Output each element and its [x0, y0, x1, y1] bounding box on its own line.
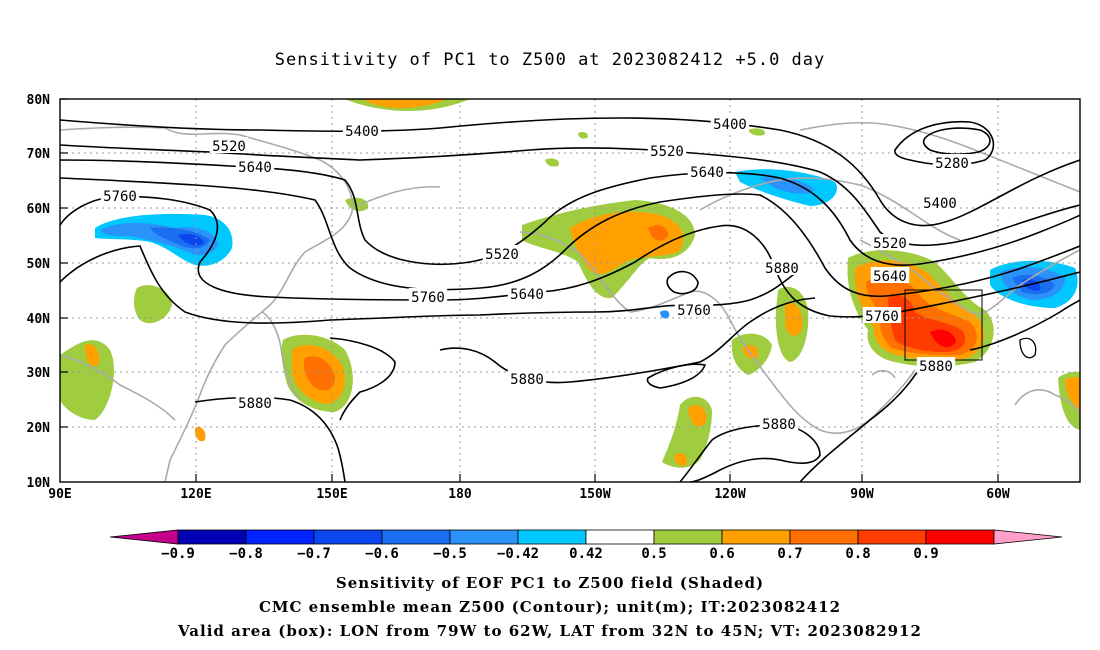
colorbar-swatch [857, 529, 927, 545]
contour-label: 5520 [873, 236, 907, 252]
lat-label: 60N [27, 202, 51, 217]
colorbar-tick-label: −0.6 [365, 546, 399, 562]
lon-label: 180 [448, 487, 472, 502]
colorbar-swatch [653, 529, 723, 545]
colorbar-tick-label: −0.5 [433, 546, 467, 562]
caption-line-3: Valid area (box): LON from 79W to 62W, L… [178, 622, 922, 640]
lat-label: 50N [27, 257, 51, 272]
caption-line-2: CMC ensemble mean Z500 (Contour); unit(m… [258, 598, 842, 616]
contour-label: 5880 [510, 372, 544, 388]
colorbar-min-arrow [109, 529, 179, 545]
contour-label: 5520 [212, 139, 246, 155]
colorbar-swatch [585, 529, 655, 545]
lon-label: 60W [986, 487, 1010, 502]
colorbar-tick-label: 0.6 [709, 546, 734, 562]
colorbar-swatch [313, 529, 383, 545]
plot-title: Sensitivity of PC1 to Z500 at 2023082412… [274, 50, 826, 70]
axis-ticks [60, 98, 999, 482]
contour-label: 5880 [765, 261, 799, 277]
lat-label: 40N [27, 312, 51, 327]
contour-label-bg [100, 187, 140, 203]
colorbar-max-arrow [993, 529, 1063, 545]
contour-label: 5280 [935, 156, 969, 172]
contour-label: 5880 [238, 396, 272, 412]
colorbar-swatch [177, 529, 247, 545]
contour-label-bg [920, 194, 960, 210]
longitude-labels: 90E 120E 150E 180 150W 120W 90W 60W [48, 487, 1010, 502]
colorbar-swatch [381, 529, 451, 545]
contour-label: 5400 [345, 124, 379, 140]
contour-label: 5640 [238, 160, 272, 176]
lat-label: 20N [27, 421, 51, 436]
colorbar-swatch [245, 529, 315, 545]
contour-label-bg [862, 307, 902, 323]
contour-label: 5520 [485, 247, 519, 263]
contour-label-bg [342, 122, 382, 138]
graticule [60, 99, 1080, 482]
latitude-labels: 80N 70N 60N 50N 40N 30N 20N 10N [27, 93, 51, 491]
contour-label-bg [932, 154, 972, 170]
contour-label-bg [235, 394, 275, 410]
contour-label: 5760 [103, 189, 137, 205]
contour-label-bg [647, 142, 687, 158]
contour-label: 5760 [411, 290, 445, 306]
contour-label: 5400 [923, 196, 957, 212]
lon-label: 150E [316, 487, 347, 502]
colorbar-tick-label: 0.7 [777, 546, 802, 562]
contour-label-bg [710, 115, 750, 131]
colorbar-tick-label: −0.7 [297, 546, 331, 562]
caption-line-1: Sensitivity of EOF PC1 to Z500 field (Sh… [335, 574, 765, 592]
contour-label-bg [870, 267, 910, 283]
contour-labels: 5400 5400 5520 5520 5640 5640 5760 5280 5400 5520… [100, 115, 972, 433]
lon-label: 120E [180, 487, 211, 502]
plot-frame [59, 98, 1081, 483]
contour-label: 5760 [677, 303, 711, 319]
contour-label-bg [916, 357, 956, 373]
contour-label: 5520 [650, 144, 684, 160]
colorbar: −0.9 −0.8 −0.7 −0.6 −0.5 −0.42 0.42 0.5 0.6 0.7 0.… [109, 529, 1063, 562]
lon-label: 120W [714, 487, 745, 502]
colorbar-swatch [925, 529, 995, 545]
contour-label: 5640 [510, 287, 544, 303]
lat-label: 10N [27, 476, 51, 491]
contour-label-bg [870, 234, 910, 250]
lat-label: 30N [27, 366, 51, 381]
colorbar-tick-label: 0.9 [913, 546, 938, 562]
contour-label-bg [235, 158, 275, 174]
contour-label: 5400 [713, 117, 747, 133]
contour-label: 5760 [865, 309, 899, 325]
colorbar-swatch [721, 529, 791, 545]
colorbar-tick-label: 0.5 [641, 546, 666, 562]
colorbar-tick-label: −0.8 [229, 546, 263, 562]
contour-label-bg [408, 288, 448, 304]
contour-label-bg [507, 370, 547, 386]
colorbar-tick-label: −0.42 [497, 546, 539, 562]
colorbar-swatch [789, 529, 859, 545]
colorbar-tick-label: −0.9 [161, 546, 195, 562]
lat-label: 80N [27, 93, 51, 108]
contour-label: 5880 [919, 359, 953, 375]
contour-label-bg [759, 415, 799, 431]
contour-label: 5880 [762, 417, 796, 433]
colorbar-tick-label: 0.8 [845, 546, 870, 562]
contour-label-bg [482, 245, 522, 261]
colorbar-swatch [517, 529, 587, 545]
lon-label: 90W [850, 487, 874, 502]
contour-label-bg [507, 285, 547, 301]
contour-label-bg [762, 259, 802, 275]
lon-label: 90E [48, 487, 71, 502]
colorbar-swatch [449, 529, 519, 545]
lon-label: 150W [579, 487, 610, 502]
colorbar-tick-label: 0.42 [569, 546, 603, 562]
contour-label: 5640 [873, 269, 907, 285]
lat-label: 70N [27, 147, 51, 162]
contour-label-bg [209, 137, 249, 153]
contour-label-bg [687, 163, 727, 179]
contour-label: 5640 [690, 165, 724, 181]
contour-label-bg [674, 301, 714, 317]
coastlines [60, 121, 1080, 482]
